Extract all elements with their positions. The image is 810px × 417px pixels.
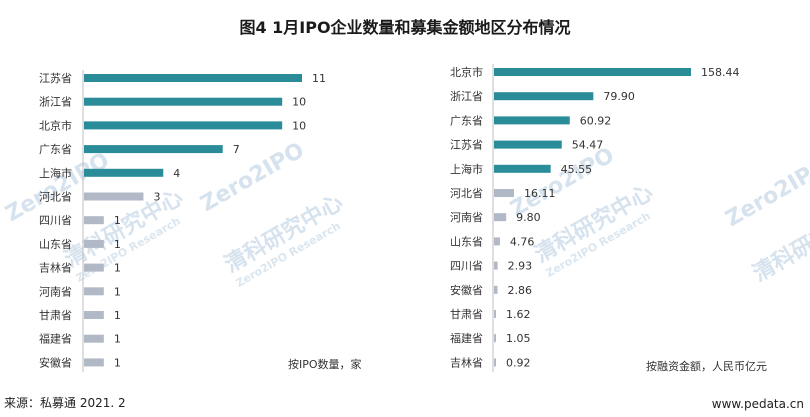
category-label: 广东省 [450, 114, 483, 127]
bar [494, 261, 498, 270]
category-label: 浙江省 [450, 90, 483, 103]
bar [494, 358, 496, 367]
website-text: www.pedata.cn [711, 397, 804, 411]
source-text: 来源：私募通 2021. 2 [4, 396, 126, 410]
category-label: 吉林省 [39, 261, 72, 275]
data-label: 1 [114, 333, 121, 346]
bar [494, 189, 515, 197]
bar [84, 74, 302, 82]
data-label: 1 [114, 238, 121, 251]
bar [494, 68, 691, 76]
category-label: 安徽省 [39, 355, 72, 369]
bar [84, 263, 104, 272]
category-label: 北京市 [450, 65, 483, 79]
category-label: 河北省 [39, 191, 72, 204]
bar [84, 192, 144, 201]
bar [494, 92, 594, 101]
category-label: 上海市 [39, 166, 72, 180]
data-label: 1 [114, 262, 121, 275]
data-label: 1 [114, 214, 121, 227]
data-label: 1 [114, 285, 121, 298]
data-label: 45.55 [561, 163, 593, 176]
category-label: 安徽省 [450, 283, 483, 297]
category-label: 江苏省 [450, 139, 483, 152]
data-label: 16.11 [524, 187, 556, 200]
bar [84, 168, 164, 177]
data-label: 79.90 [603, 90, 635, 103]
data-label: 9.80 [516, 211, 541, 224]
bar [494, 237, 500, 246]
bar [84, 216, 104, 225]
category-label: 甘肃省 [450, 308, 483, 321]
bar [494, 140, 562, 149]
data-label: 4 [173, 167, 180, 180]
category-label: 福建省 [39, 332, 72, 346]
bar [84, 97, 283, 106]
category-label: 四川省 [450, 260, 483, 273]
right-chart-note: 按融资金额，人民币亿元 [646, 360, 767, 373]
bar [494, 164, 551, 173]
data-label: 1 [114, 356, 121, 369]
left-chart-note: 按IPO数量，家 [288, 358, 362, 371]
bar [494, 285, 498, 294]
category-label: 吉林省 [450, 355, 483, 369]
category-label: 山东省 [450, 235, 483, 248]
data-label: 4.76 [510, 235, 535, 248]
category-label: 北京市 [39, 118, 72, 132]
category-label: 江苏省 [39, 72, 72, 85]
data-label: 54.47 [572, 139, 604, 152]
category-label: 河南省 [450, 211, 483, 224]
data-label: 7 [233, 143, 240, 156]
bar [84, 145, 223, 154]
bar [84, 311, 104, 319]
data-label: 60.92 [580, 114, 612, 127]
bar [84, 287, 104, 296]
category-label: 山东省 [39, 238, 72, 251]
data-label: 1 [114, 309, 121, 322]
data-label: 158.44 [701, 66, 740, 79]
chart-title: 图4 1月IPO企业数量和募集金额地区分布情况 [239, 18, 571, 37]
category-label: 河北省 [450, 187, 483, 200]
bar [494, 213, 507, 222]
bar [84, 121, 283, 130]
bar [84, 358, 104, 367]
data-label: 10 [292, 119, 306, 132]
data-label: 10 [292, 96, 306, 109]
ipo-amount-chart: 北京市 158.44 浙江省 79.90 广东省 60.92 江苏省 54.47 上海市 45.5… [450, 64, 740, 373]
bar [84, 334, 104, 343]
category-label: 广东省 [39, 143, 72, 156]
data-label: 1.62 [506, 308, 531, 321]
bar [494, 310, 497, 318]
bar [494, 334, 496, 343]
category-label: 上海市 [450, 162, 483, 176]
data-label: 1.05 [506, 332, 531, 345]
data-label: 3 [153, 191, 160, 204]
bar [84, 239, 104, 248]
data-label: 2.86 [508, 284, 533, 297]
category-label: 浙江省 [39, 96, 72, 109]
category-label: 河南省 [39, 285, 72, 298]
bar [494, 116, 570, 125]
category-label: 福建省 [450, 331, 483, 345]
category-label: 四川省 [39, 214, 72, 227]
data-label: 2.93 [508, 260, 533, 273]
category-label: 甘肃省 [39, 309, 72, 322]
data-label: 11 [312, 72, 326, 85]
data-label: 0.92 [506, 356, 531, 369]
